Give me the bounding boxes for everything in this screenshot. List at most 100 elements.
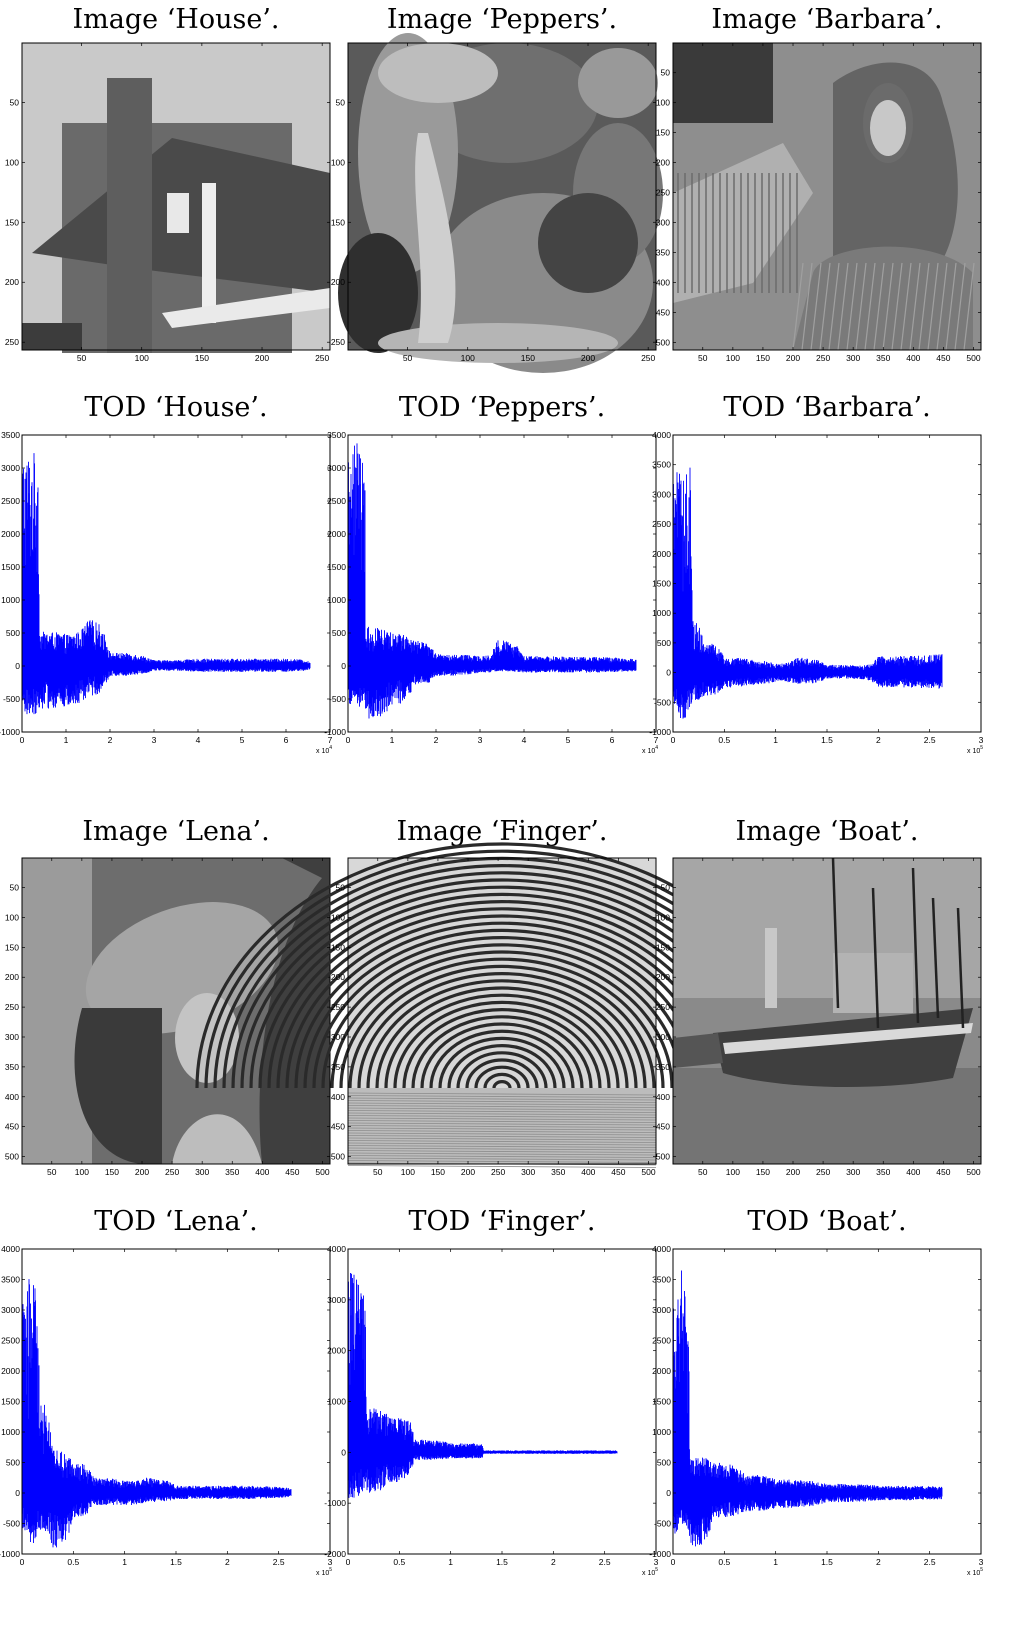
x-tick-label: 0: [20, 1557, 25, 1567]
y-tick-label: 3000: [652, 1305, 671, 1315]
y-tick-label: 2500: [652, 1336, 671, 1346]
y-tick-label: 500: [5, 1152, 19, 1162]
y-tick-label: 400: [331, 1092, 345, 1102]
x-tick-label: 350: [551, 1167, 565, 1177]
x-tick-label: 1: [448, 1557, 453, 1567]
y-tick-label: -500: [654, 1519, 671, 1529]
image-frame: [21, 42, 331, 351]
x-tick-label: 150: [756, 353, 770, 363]
x-tick-label: 400: [906, 1167, 920, 1177]
y-tick-label: -2000: [324, 1549, 346, 1559]
y-tick-label: -500: [3, 694, 20, 704]
y-tick-label: 300: [5, 1032, 19, 1042]
x-tick-label: 150: [431, 1167, 445, 1177]
x-tick-label: 400: [906, 353, 920, 363]
x-tick-label: 0: [671, 1557, 676, 1567]
tod-chart: TOD ‘Peppers’. 0 1 2 3 4 5 6 7 -1000 -500 0 500 1000 1…: [318, 392, 674, 758]
x-tick-label: 4: [196, 735, 201, 745]
x-tick-label: 50: [403, 353, 413, 363]
x-tick-label: 0: [671, 735, 676, 745]
y-tick-label: 50: [336, 883, 346, 893]
y-tick-label: 150: [5, 942, 19, 952]
image-frame: [347, 42, 657, 351]
barbara-photo: [673, 43, 981, 351]
x-tick-label: 1: [390, 735, 395, 745]
y-tick-label: 2500: [1, 1336, 20, 1346]
x-tick-label: 250: [491, 1167, 505, 1177]
x-tick-label: 1: [122, 1557, 127, 1567]
x-tick-label: 500: [966, 1167, 980, 1177]
y-tick-label: 400: [5, 1092, 19, 1102]
chart-title: TOD ‘Peppers’.: [398, 392, 606, 423]
x-tick-label: 150: [756, 1167, 770, 1177]
x-tick-label: 50: [373, 1167, 383, 1177]
y-tick-label: 3500: [327, 430, 346, 440]
x-tick-label: 200: [581, 353, 595, 363]
boat-photo: [673, 857, 981, 1164]
x-tick-label: 400: [581, 1167, 595, 1177]
y-tick-label: 500: [657, 1458, 671, 1468]
tod-chart: TOD ‘Barbara’. 0 0.5 1 1.5 2 2.5 3 -1000 -500 0 500…: [643, 392, 999, 758]
x-tick-label: 500: [641, 1167, 655, 1177]
x-multiplier-label: x 104: [642, 745, 658, 755]
y-tick-label: 3500: [652, 460, 671, 470]
y-tick-label: 500: [6, 628, 20, 638]
y-tick-label: 150: [331, 217, 345, 227]
y-tick-label: 2000: [327, 529, 346, 539]
y-tick-label: 250: [656, 188, 670, 198]
x-tick-label: 200: [255, 353, 269, 363]
y-tick-label: 150: [656, 128, 670, 138]
x-tick-label: 250: [816, 1167, 830, 1177]
y-tick-label: -500: [654, 697, 671, 707]
lena-photo: [22, 858, 330, 1164]
y-tick-label: 50: [336, 97, 346, 107]
y-tick-label: 2000: [652, 549, 671, 559]
chart-svg: 0 0.5 1 1.5 2 2.5 3-1000-500050010001500200025…: [649, 430, 983, 755]
x-tick-label: 450: [611, 1167, 625, 1177]
x-tick-label: 50: [47, 1167, 57, 1177]
x-tick-label: 50: [698, 1167, 708, 1177]
tod-chart: TOD ‘House’. 0 1 2 3 4 5 6 7 -1000 -500 0 500 1000 150…: [0, 392, 348, 758]
y-tick-label: 350: [656, 248, 670, 258]
x-tick-label: 200: [786, 1167, 800, 1177]
y-tick-label: 500: [331, 1152, 345, 1162]
image-title: Image ‘Finger’.: [396, 816, 608, 847]
x-tick-label: 3: [328, 1557, 333, 1567]
chart-svg: 0 1 2 3 4 5 6 7 -1000 -500 0 500 1000 1500 2000 2500 300…: [0, 430, 333, 755]
x-tick-label: 5: [566, 735, 571, 745]
image-title: Image ‘Peppers’.: [386, 4, 618, 35]
y-tick-label: 3000: [327, 1295, 346, 1305]
y-tick-label: 300: [656, 218, 670, 228]
y-tick-label: 150: [331, 942, 345, 952]
y-tick-label: 500: [656, 338, 670, 348]
x-tick-label: 3: [152, 735, 157, 745]
y-tick-label: 450: [656, 1122, 670, 1132]
x-tick-label: 1.5: [170, 1557, 182, 1567]
image-panel-boat: Image ‘Boat’. 50 100 150 200 250 300 350 400 450 5…: [651, 816, 989, 1184]
tod-chart: TOD ‘Lena’. 0 0.5 1 1.5 2 2.5 3 -1000 -500 0 500 100…: [0, 1206, 348, 1580]
tod-chart: TOD ‘Finger’. 0 0.5 1 1.5 2 2.5 3 -2000 -1000 0 100…: [318, 1206, 674, 1580]
y-tick-label: 250: [331, 1002, 345, 1012]
y-tick-label: 0: [666, 668, 671, 678]
y-tick-label: 250: [656, 1002, 670, 1012]
y-tick-label: 0: [341, 1447, 346, 1457]
y-tick-label: -1000: [649, 727, 671, 737]
x-tick-label: 0.5: [393, 1557, 405, 1567]
y-tick-label: 200: [331, 277, 345, 287]
image-axes: 50 100 150 200 250 300 350 400 450 500 50 100 150 200…: [656, 857, 982, 1177]
y-tick-label: 100: [5, 912, 19, 922]
x-tick-label: 5: [240, 735, 245, 745]
y-tick-label: 2500: [652, 519, 671, 529]
chart-svg: 0 0.5 1 1.5 2 2.5 3-1000-500050010001500200025…: [649, 1244, 983, 1577]
x-tick-label: 3: [478, 735, 483, 745]
y-tick-label: -1000: [649, 1549, 671, 1559]
y-tick-label: 200: [656, 972, 670, 982]
y-tick-label: 1000: [327, 595, 346, 605]
y-tick-label: 1000: [1, 1427, 20, 1437]
x-tick-label: 1: [64, 735, 69, 745]
y-tick-label: 150: [5, 217, 19, 227]
y-tick-label: 0: [15, 661, 20, 671]
x-tick-label: 2: [108, 735, 113, 745]
y-tick-label: -500: [329, 694, 346, 704]
y-tick-label: 3000: [327, 463, 346, 473]
